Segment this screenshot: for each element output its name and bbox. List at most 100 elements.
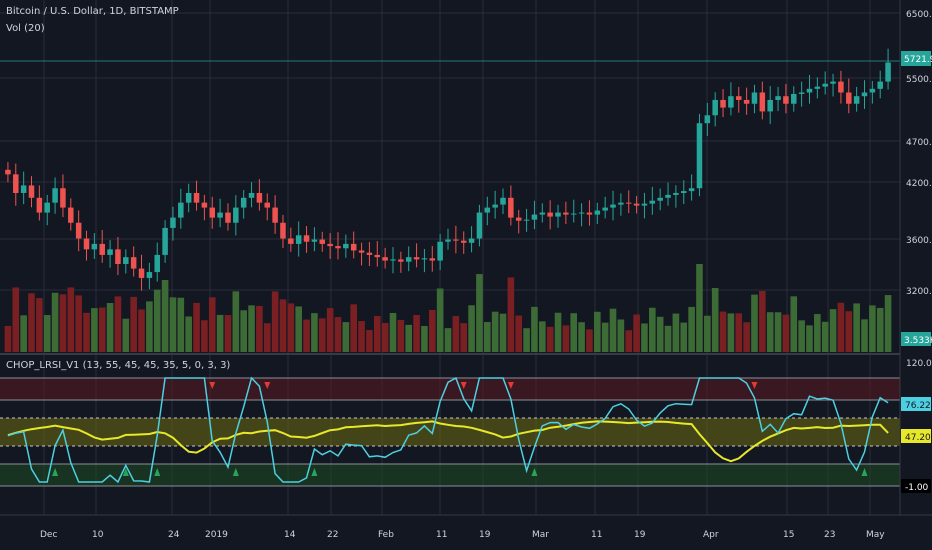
sell-signal-arrow: [209, 382, 216, 389]
price-tick-label: 6500.00: [906, 10, 932, 20]
buy-signal-arrow: [531, 468, 538, 476]
volume-bar: [138, 309, 145, 352]
volume-bar: [36, 298, 43, 352]
candle-body: [170, 217, 176, 228]
candle-body: [728, 96, 734, 108]
indicator-title[interactable]: CHOP_LRSI_V1 (13, 55, 45, 45, 35, 5, 0, …: [6, 360, 230, 371]
time-tick-label: Mar: [532, 530, 549, 540]
volume-bar: [114, 296, 122, 352]
candle-body: [233, 207, 239, 223]
volume-bar: [193, 302, 200, 352]
volume-bar: [240, 310, 247, 352]
time-tick-label: 11: [436, 530, 447, 540]
candle-body: [508, 197, 514, 218]
volume-bars: [4, 264, 892, 352]
volume-bar: [743, 322, 750, 352]
volume-bar: [263, 323, 271, 352]
candle-body: [814, 86, 821, 89]
candle-body: [673, 192, 679, 195]
volume-bar: [837, 302, 845, 352]
candle-body: [358, 250, 365, 253]
symbol-title[interactable]: Bitcoin / U.S. Dollar, 1D, BITSTAMP: [6, 6, 179, 17]
sell-signal-arrow: [507, 382, 514, 389]
candle-body: [775, 96, 781, 100]
candle-body: [806, 88, 813, 93]
volume-bar: [216, 314, 224, 352]
candle-body: [602, 207, 608, 211]
volume-bar: [185, 316, 192, 352]
candle-body: [523, 219, 530, 221]
candle-body: [154, 254, 160, 273]
candle-body: [515, 217, 522, 221]
candle-body: [877, 81, 883, 89]
volume-bar: [625, 330, 633, 352]
volume-bar: [806, 325, 813, 352]
volume-bar: [153, 289, 161, 352]
time-axis[interactable]: Dec 10 24 2019 14 22 Feb 11 19 Mar 11 19…: [40, 530, 885, 540]
volume-bar: [381, 322, 389, 352]
volume-bar: [578, 322, 585, 352]
volume-bar: [67, 287, 75, 352]
volume-bar: [169, 297, 177, 352]
volume-bar: [641, 323, 648, 352]
candle-body: [570, 213, 577, 215]
volume-bar: [248, 305, 255, 352]
candle-body: [162, 227, 168, 255]
candle-body: [390, 259, 396, 261]
candle-body: [91, 243, 98, 250]
time-tick-label: 14: [284, 530, 296, 540]
lrsi-last-label: 76.22: [905, 401, 931, 411]
volume-bar: [342, 322, 350, 352]
candle-body: [13, 174, 19, 193]
candle-body: [500, 197, 506, 205]
volume-bar: [790, 296, 798, 352]
candle-body: [759, 92, 766, 112]
volume-bar: [177, 297, 185, 352]
volume-bar: [664, 325, 672, 352]
candle-body: [460, 240, 467, 243]
volume-bar: [28, 293, 35, 352]
volume-bar: [829, 309, 837, 352]
time-tick-label: 2019: [205, 530, 228, 540]
volume-bar: [515, 315, 523, 352]
candle-body: [767, 99, 773, 112]
volume-bar: [311, 313, 318, 352]
candle-body: [319, 239, 326, 244]
candle-body: [178, 202, 184, 218]
price-tick-label: 3600.00: [906, 236, 932, 246]
candle-body: [657, 197, 663, 201]
candle-body: [138, 268, 145, 278]
buy-signal-arrow: [154, 468, 161, 476]
volume-bar: [798, 320, 805, 352]
candle-body: [193, 192, 200, 203]
volume-bar: [884, 295, 892, 352]
time-tick-label: Dec: [40, 530, 57, 540]
volume-bar: [4, 325, 12, 352]
candle-body: [256, 192, 263, 203]
sell-signal-arrow: [460, 382, 467, 389]
volume-bar: [106, 303, 114, 352]
candle-body: [217, 212, 223, 218]
volume-bar: [43, 315, 51, 352]
candle-body: [791, 93, 797, 104]
volume-last-badge: 3.533K: [901, 332, 932, 346]
volume-title[interactable]: Vol (20): [6, 23, 45, 34]
sell-signal-arrow: [751, 382, 758, 389]
candle-body: [492, 204, 498, 208]
candle-body: [665, 194, 671, 198]
volume-bar: [98, 307, 106, 352]
candle-body: [248, 192, 255, 198]
candle-body: [36, 197, 43, 213]
candle-body: [751, 92, 758, 104]
buy-signal-arrow: [232, 468, 239, 476]
last-price-label: 5721.90: [904, 55, 932, 65]
candle-body: [60, 188, 66, 208]
volume-bar: [405, 324, 413, 352]
candle-body: [830, 81, 836, 84]
volume-bar: [75, 295, 82, 352]
candle-body: [115, 249, 121, 264]
candle-body: [649, 200, 656, 204]
volume-bar: [617, 319, 625, 352]
candle-body: [594, 210, 601, 215]
